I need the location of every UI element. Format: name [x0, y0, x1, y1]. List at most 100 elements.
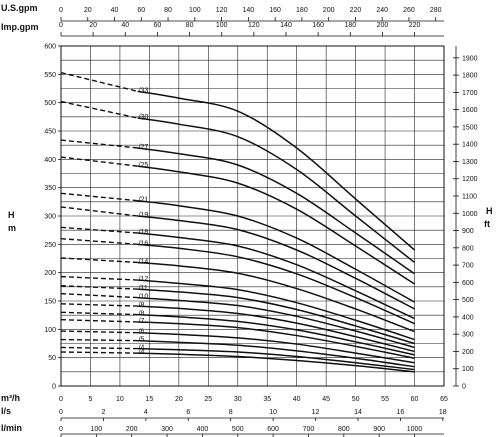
bottom-scale-tick-label: 6: [186, 409, 190, 416]
top-scale-title: U.S.gpm: [1, 3, 38, 13]
bottom-scale-tick-label: 14: [354, 409, 362, 416]
curve-solid-segment: [137, 288, 415, 345]
x-tick-label: 65: [440, 396, 448, 403]
bottom-scale-tick-label: 400: [197, 426, 209, 433]
top-scale-tick-label: 100: [189, 7, 201, 14]
right-tick-label: 1900: [462, 55, 478, 62]
curve-dashed-segment: [60, 71, 138, 93]
curve-label: /27: [139, 144, 149, 151]
x-tick-label: 10: [116, 396, 124, 403]
curve-label: /11: [139, 285, 148, 292]
curve-solid-segment: [137, 117, 416, 264]
right-tick-label: 1000: [462, 211, 478, 218]
top-scale-tick-label: 20: [84, 7, 92, 14]
bottom-scale-tick-label: 12: [312, 409, 320, 416]
curve-dashed-segment: [60, 319, 138, 323]
bottom-scale-tick-label: 1000: [407, 426, 423, 433]
bottom-scale-tick-label: 18: [439, 409, 447, 416]
curve-label: /18: [139, 229, 149, 236]
curve-label: /8: [139, 311, 145, 318]
top-scale-tick-label: 20: [89, 22, 97, 29]
right-axis-title-ft: ft: [484, 219, 490, 229]
x-tick-label: 40: [293, 396, 301, 403]
curve-label: /14: [139, 258, 149, 265]
right-tick-label: 1500: [462, 124, 478, 131]
curve-dashed-segment: [60, 351, 138, 354]
left-tick-label: 50: [48, 355, 56, 362]
left-tick-label: 300: [44, 214, 56, 221]
curve-dashed-segment: [60, 257, 138, 264]
curve-dashed-segment: [60, 139, 138, 149]
top-scale-tick-label: 200: [323, 7, 335, 14]
curve-dashed-segment: [60, 292, 138, 299]
bottom-scale-tick-label: 900: [373, 426, 385, 433]
curve-dashed-segment: [60, 330, 138, 334]
curve-dashed-segment: [60, 156, 138, 167]
curve-dashed-segment: [60, 285, 138, 290]
left-axis-title-h: H: [8, 210, 15, 220]
left-tick-label: 450: [44, 129, 56, 136]
curve-solid-segment: [137, 339, 415, 368]
curve-label: /8: [139, 302, 145, 309]
curve-dashed-segment: [60, 338, 138, 342]
left-tick-label: 350: [44, 185, 56, 192]
left-tick-label: 200: [44, 270, 56, 277]
top-scale-tick-label: 0: [59, 7, 63, 14]
bottom-scale-title: l/min: [1, 423, 22, 433]
left-tick-label: 600: [44, 44, 56, 51]
curve-label: /30: [139, 114, 149, 121]
curve-dashed-segment: [60, 226, 138, 234]
x-tick-label: 5: [89, 396, 93, 403]
bottom-scale-tick-label: 0: [59, 426, 63, 433]
x-tick-label: 30: [234, 396, 242, 403]
bottom-flow-scales: m³/h 0 5 10 15 20 25 30 35 40 45 50 55 60 65 l/s 0 2 4 6 8 10…: [1, 393, 448, 437]
curve-dashed-segment: [60, 346, 138, 350]
left-axis-title-m: m: [8, 223, 16, 233]
right-tick-label: 700: [462, 263, 474, 270]
curve-solid-segment: [137, 147, 415, 275]
bottom-scale-tick-label: 800: [338, 426, 350, 433]
curve-solid-segment: [137, 243, 415, 325]
bottom-scale-tick-label: 300: [161, 426, 173, 433]
top-scale-tick-label: 40: [111, 7, 119, 14]
top-scale-tick-label: 120: [248, 22, 260, 29]
right-tick-label: 1600: [462, 107, 478, 114]
top-scale-tick-label: 180: [344, 22, 356, 29]
right-tick-label: 400: [462, 314, 474, 321]
x-tick-label: 25: [204, 396, 212, 403]
bottom-scale-tick-label: 10: [269, 409, 277, 416]
bottom-scale-title: l/s: [1, 406, 11, 416]
x-tick-label: 50: [352, 396, 360, 403]
bottom-scale-tick-label: 600: [267, 426, 279, 433]
left-tick-label: 100: [44, 327, 56, 334]
pump-curves: /33/30/27/25/21/19/18/16/14/12/11/10/8/8…: [60, 71, 416, 373]
x-tick-label: 0: [59, 396, 63, 403]
top-scale-tick-label: 120: [216, 7, 228, 14]
right-tick-label: 1300: [462, 159, 478, 166]
top-scale-tick-label: 160: [312, 22, 324, 29]
top-scale-tick-label: 180: [296, 7, 308, 14]
right-tick-label: 1200: [462, 176, 478, 183]
curve-dashed-segment: [60, 275, 138, 281]
right-tick-label: 600: [462, 280, 474, 287]
bottom-scale-tick-label: 200: [126, 426, 138, 433]
left-tick-label: 500: [44, 100, 56, 107]
right-tick-label: 1700: [462, 90, 478, 97]
top-scale-tick-label: 280: [430, 7, 442, 14]
left-tick-label: 550: [44, 72, 56, 79]
x-tick-label: 55: [381, 396, 389, 403]
x-axis-title: m³/h: [1, 393, 20, 403]
right-tick-label: 200: [462, 349, 474, 356]
curve-label: /33: [139, 87, 149, 94]
curve-solid-segment: [137, 165, 415, 285]
curve-label: /19: [139, 212, 149, 219]
curve-solid-segment: [137, 331, 415, 364]
bottom-scale-tick-label: 500: [232, 426, 244, 433]
curve-solid-segment: [137, 261, 415, 333]
curve-dashed-segment: [60, 303, 138, 307]
top-flow-scales: U.S.gpm 0 20 40 60 80 100 120 140 160 180 200 220 240…: [1, 3, 444, 37]
curve-solid-segment: [137, 296, 415, 349]
left-tick-label: 400: [44, 157, 56, 164]
